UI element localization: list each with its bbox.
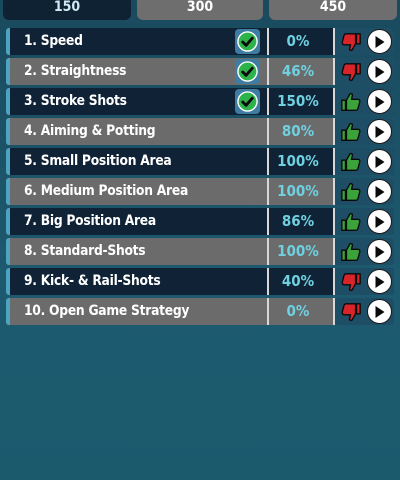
drill-row[interactable]: 9. Kick- & Rail-Shots 40% [6,268,394,295]
drill-label: 8. Standard-Shots [24,243,146,259]
level-tabs: 150 300 450 [0,0,400,22]
drill-row[interactable]: 8. Standard-Shots 100% [6,238,394,265]
divider [267,208,269,235]
drill-row[interactable]: 6. Medium Position Area 100% [6,178,394,205]
drill-percent: 100% [277,182,319,200]
drill-percent: 0% [286,302,310,320]
thumbs-up-icon[interactable] [339,120,363,144]
thumbs-down-icon[interactable] [339,270,363,294]
completed-check-icon [235,89,260,114]
row-accent [6,178,10,205]
thumbs-down-icon[interactable] [339,300,363,324]
drill-percent: 150% [277,92,319,110]
drill-list: 1. Speed 0% 2. Straightness 46% 3. Stroke Sh… [6,28,394,328]
thumbs-up-icon[interactable] [339,90,363,114]
drill-row[interactable]: 10. Open Game Strategy 0% [6,298,394,325]
row-accent [6,118,10,145]
divider [267,58,269,85]
completed-check-icon [235,59,260,84]
drill-percent: 100% [277,242,319,260]
drill-label: 1. Speed [24,33,83,49]
row-accent [6,58,10,85]
row-accent [6,28,10,55]
play-icon[interactable] [367,179,392,204]
drill-label: 5. Small Position Area [24,153,172,169]
thumbs-up-icon[interactable] [339,210,363,234]
divider [267,148,269,175]
divider [267,178,269,205]
thumbs-up-icon[interactable] [339,150,363,174]
row-accent [6,268,10,295]
tab-300[interactable]: 300 [137,0,263,20]
drill-percent: 86% [281,212,315,230]
divider [267,238,269,265]
play-icon[interactable] [367,119,392,144]
tab-450[interactable]: 450 [269,0,397,20]
row-accent [6,208,10,235]
completed-check-icon [235,29,260,54]
drill-row[interactable]: 3. Stroke Shots 150% [6,88,394,115]
row-accent [6,148,10,175]
play-icon[interactable] [367,239,392,264]
drill-label: 4. Aiming & Potting [24,123,156,139]
thumbs-down-icon[interactable] [339,60,363,84]
play-icon[interactable] [367,269,392,294]
row-accent [6,238,10,265]
drill-percent: 100% [277,152,319,170]
thumbs-up-icon[interactable] [339,240,363,264]
drill-row[interactable]: 5. Small Position Area 100% [6,148,394,175]
tab-150[interactable]: 150 [3,0,131,20]
play-icon[interactable] [367,209,392,234]
divider [267,88,269,115]
drill-label: 6. Medium Position Area [24,183,188,199]
drill-label: 7. Big Position Area [24,213,156,229]
play-icon[interactable] [367,299,392,324]
play-icon[interactable] [367,149,392,174]
divider [267,268,269,295]
thumbs-down-icon[interactable] [339,30,363,54]
drill-row[interactable]: 2. Straightness 46% [6,58,394,85]
drill-percent: 46% [281,62,315,80]
drill-percent: 0% [286,32,310,50]
row-accent [6,298,10,325]
drill-percent: 80% [281,122,315,140]
play-icon[interactable] [367,59,392,84]
drill-label: 2. Straightness [24,63,127,79]
drill-row[interactable]: 7. Big Position Area 86% [6,208,394,235]
drill-label: 3. Stroke Shots [24,93,127,109]
play-icon[interactable] [367,89,392,114]
drill-label: 9. Kick- & Rail-Shots [24,273,161,289]
thumbs-up-icon[interactable] [339,180,363,204]
play-icon[interactable] [367,29,392,54]
drill-row[interactable]: 4. Aiming & Potting 80% [6,118,394,145]
divider [267,28,269,55]
drill-percent: 40% [281,272,315,290]
drill-label: 10. Open Game Strategy [24,303,190,319]
row-accent [6,88,10,115]
divider [267,298,269,325]
divider [267,118,269,145]
drill-row[interactable]: 1. Speed 0% [6,28,394,55]
